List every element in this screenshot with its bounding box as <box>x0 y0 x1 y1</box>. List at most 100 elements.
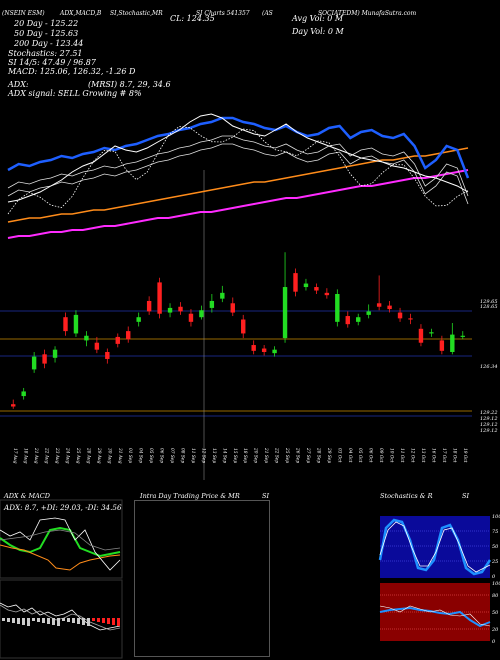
macd-hist-bar <box>52 618 55 625</box>
candle-body <box>188 313 194 322</box>
x-tick-label: 10 Oct <box>389 448 394 463</box>
price-tick-label: 129.12 <box>480 422 498 428</box>
price-tick-label: 128.65 <box>480 304 498 310</box>
candle-body <box>460 335 465 337</box>
header-line1-a: (NSEIN ESM) <box>2 10 45 17</box>
x-tick-label: 08 Sep <box>180 448 185 463</box>
x-tick-label: 21 Aug <box>33 447 38 464</box>
macd-signal-line <box>0 604 121 631</box>
x-tick-label: 24 Aug <box>65 447 70 464</box>
ema100-line <box>7 135 469 197</box>
x-tick-label: 28 Aug <box>85 447 90 464</box>
candle-body <box>21 391 26 397</box>
candle-body <box>220 292 225 299</box>
candle-body <box>136 317 141 322</box>
header-line1-b: ADX,MACD,B <box>60 10 102 17</box>
x-tick-label: 27 Sep <box>305 447 310 463</box>
x-tick-label: 30 Aug <box>106 448 111 464</box>
x-tick-label: 06 Sep <box>159 448 164 463</box>
candle-body <box>335 294 340 322</box>
x-tick-label: 28 Sep <box>315 447 320 463</box>
x-tick-label: 31 Aug <box>117 448 122 464</box>
intraday-panel-title-suffix: SI <box>262 492 270 500</box>
x-tick-label: 05 Oct <box>357 448 362 463</box>
x-tick-label: 09 Oct <box>378 448 383 463</box>
candle-body <box>314 287 319 291</box>
rsi-level-label: 100 <box>492 581 500 587</box>
x-tick-label: 23 Aug <box>54 447 59 464</box>
x-tick-label: 15 Sep <box>232 448 237 463</box>
macd-hist-bar <box>42 618 45 623</box>
candle-body <box>52 349 58 358</box>
x-tick-label: 14 Sep <box>221 448 226 463</box>
x-tick-label: 25 Sep <box>284 447 289 463</box>
stoch-panel-title-suffix: SI <box>462 492 470 500</box>
rsi-aux-line <box>379 605 491 627</box>
plus-di-line <box>0 526 121 558</box>
macd-hist-bar <box>107 618 110 624</box>
candle-body <box>439 340 445 351</box>
candle-body <box>450 334 455 352</box>
x-tick-label: 26 Sep <box>295 447 300 463</box>
x-tick-label: 12 Sep <box>200 448 205 463</box>
adx-readout: ADX: 8.7, +DI: 29.03, -DI: 34.56 <box>3 503 122 512</box>
stoch-panel <box>380 516 490 578</box>
ema50-label: 50 Day - 125.63 <box>14 29 79 38</box>
candle-body <box>408 318 413 320</box>
mrsi-label: (MRSI) 8.7, 29, 34.6 <box>88 80 171 89</box>
candle-body <box>31 356 37 370</box>
ema200-label: 200 Day - 123.44 <box>14 39 84 48</box>
header-line1-c: SI,Stochastic,MR <box>110 10 163 17</box>
x-tick-label: 29 Aug <box>96 447 101 464</box>
rsi-level-label: 20 <box>491 627 499 633</box>
x-tick-label: 05 Sep <box>148 448 153 463</box>
candle-body <box>146 300 152 312</box>
macd-hist-bar <box>7 618 10 622</box>
stoch-d-line <box>379 521 491 573</box>
stoch-level-label: 50 <box>492 544 499 550</box>
avg-volume-label: Avg Vol: 0 M <box>292 14 344 23</box>
macd-line <box>0 602 121 631</box>
candle-body <box>178 306 183 312</box>
x-tick-label: 21 Sep <box>263 447 268 463</box>
candle-body <box>356 317 361 322</box>
x-tick-label: 18 Sep <box>242 448 247 463</box>
candle-body <box>418 328 424 343</box>
macd-hist-bar <box>72 618 75 623</box>
macd-label: MACD: 125.06, 126.32, -1.26 D <box>8 67 136 76</box>
candle-body <box>126 331 131 340</box>
macd-hist-bar <box>57 618 60 626</box>
x-tick-label: 04 Sep <box>138 448 143 463</box>
rsi-label: SI 14/5: 47.49 / 96.87 <box>8 58 96 67</box>
ema20-dotted-line <box>7 126 469 215</box>
macd-hist-bar <box>32 618 35 621</box>
adx-line <box>0 517 121 571</box>
x-tick-label: 01 Sep <box>127 448 132 463</box>
adx-aux-line <box>0 529 121 551</box>
x-tick-label: 13 Sep <box>211 448 216 463</box>
rsi-level-label: 0 <box>492 639 496 645</box>
macd-hist-bar <box>2 618 5 621</box>
x-tick-label: 25 Aug <box>75 447 80 464</box>
x-tick-label: 06 Oct <box>368 448 373 463</box>
price-tick-label: 129.22 <box>480 410 498 416</box>
stoch-level-label: 0 <box>492 574 496 580</box>
price-tick-label: 129.12 <box>480 416 498 422</box>
macd-hist-bar <box>112 618 115 625</box>
adx-signal-label: ADX signal: SELL Growing # 8% <box>8 89 142 98</box>
macd-hist-bar <box>37 618 40 622</box>
candle-body <box>261 348 267 352</box>
candle-body <box>272 349 277 354</box>
intraday-panel <box>134 500 270 657</box>
candle-body <box>84 335 89 341</box>
candle-body <box>387 305 392 310</box>
price-tick-label: 126.34 <box>480 364 498 370</box>
macd-hist-bar <box>77 618 80 624</box>
header-line1-d: SI Charts 541357 <box>196 10 250 17</box>
x-tick-label: 16 Oct <box>430 448 435 463</box>
x-tick-label: 17 Oct <box>441 448 446 463</box>
candle-body <box>303 283 309 288</box>
x-tick-label: 22 Aug <box>44 447 49 464</box>
x-tick-label: 11 Oct <box>399 448 404 463</box>
